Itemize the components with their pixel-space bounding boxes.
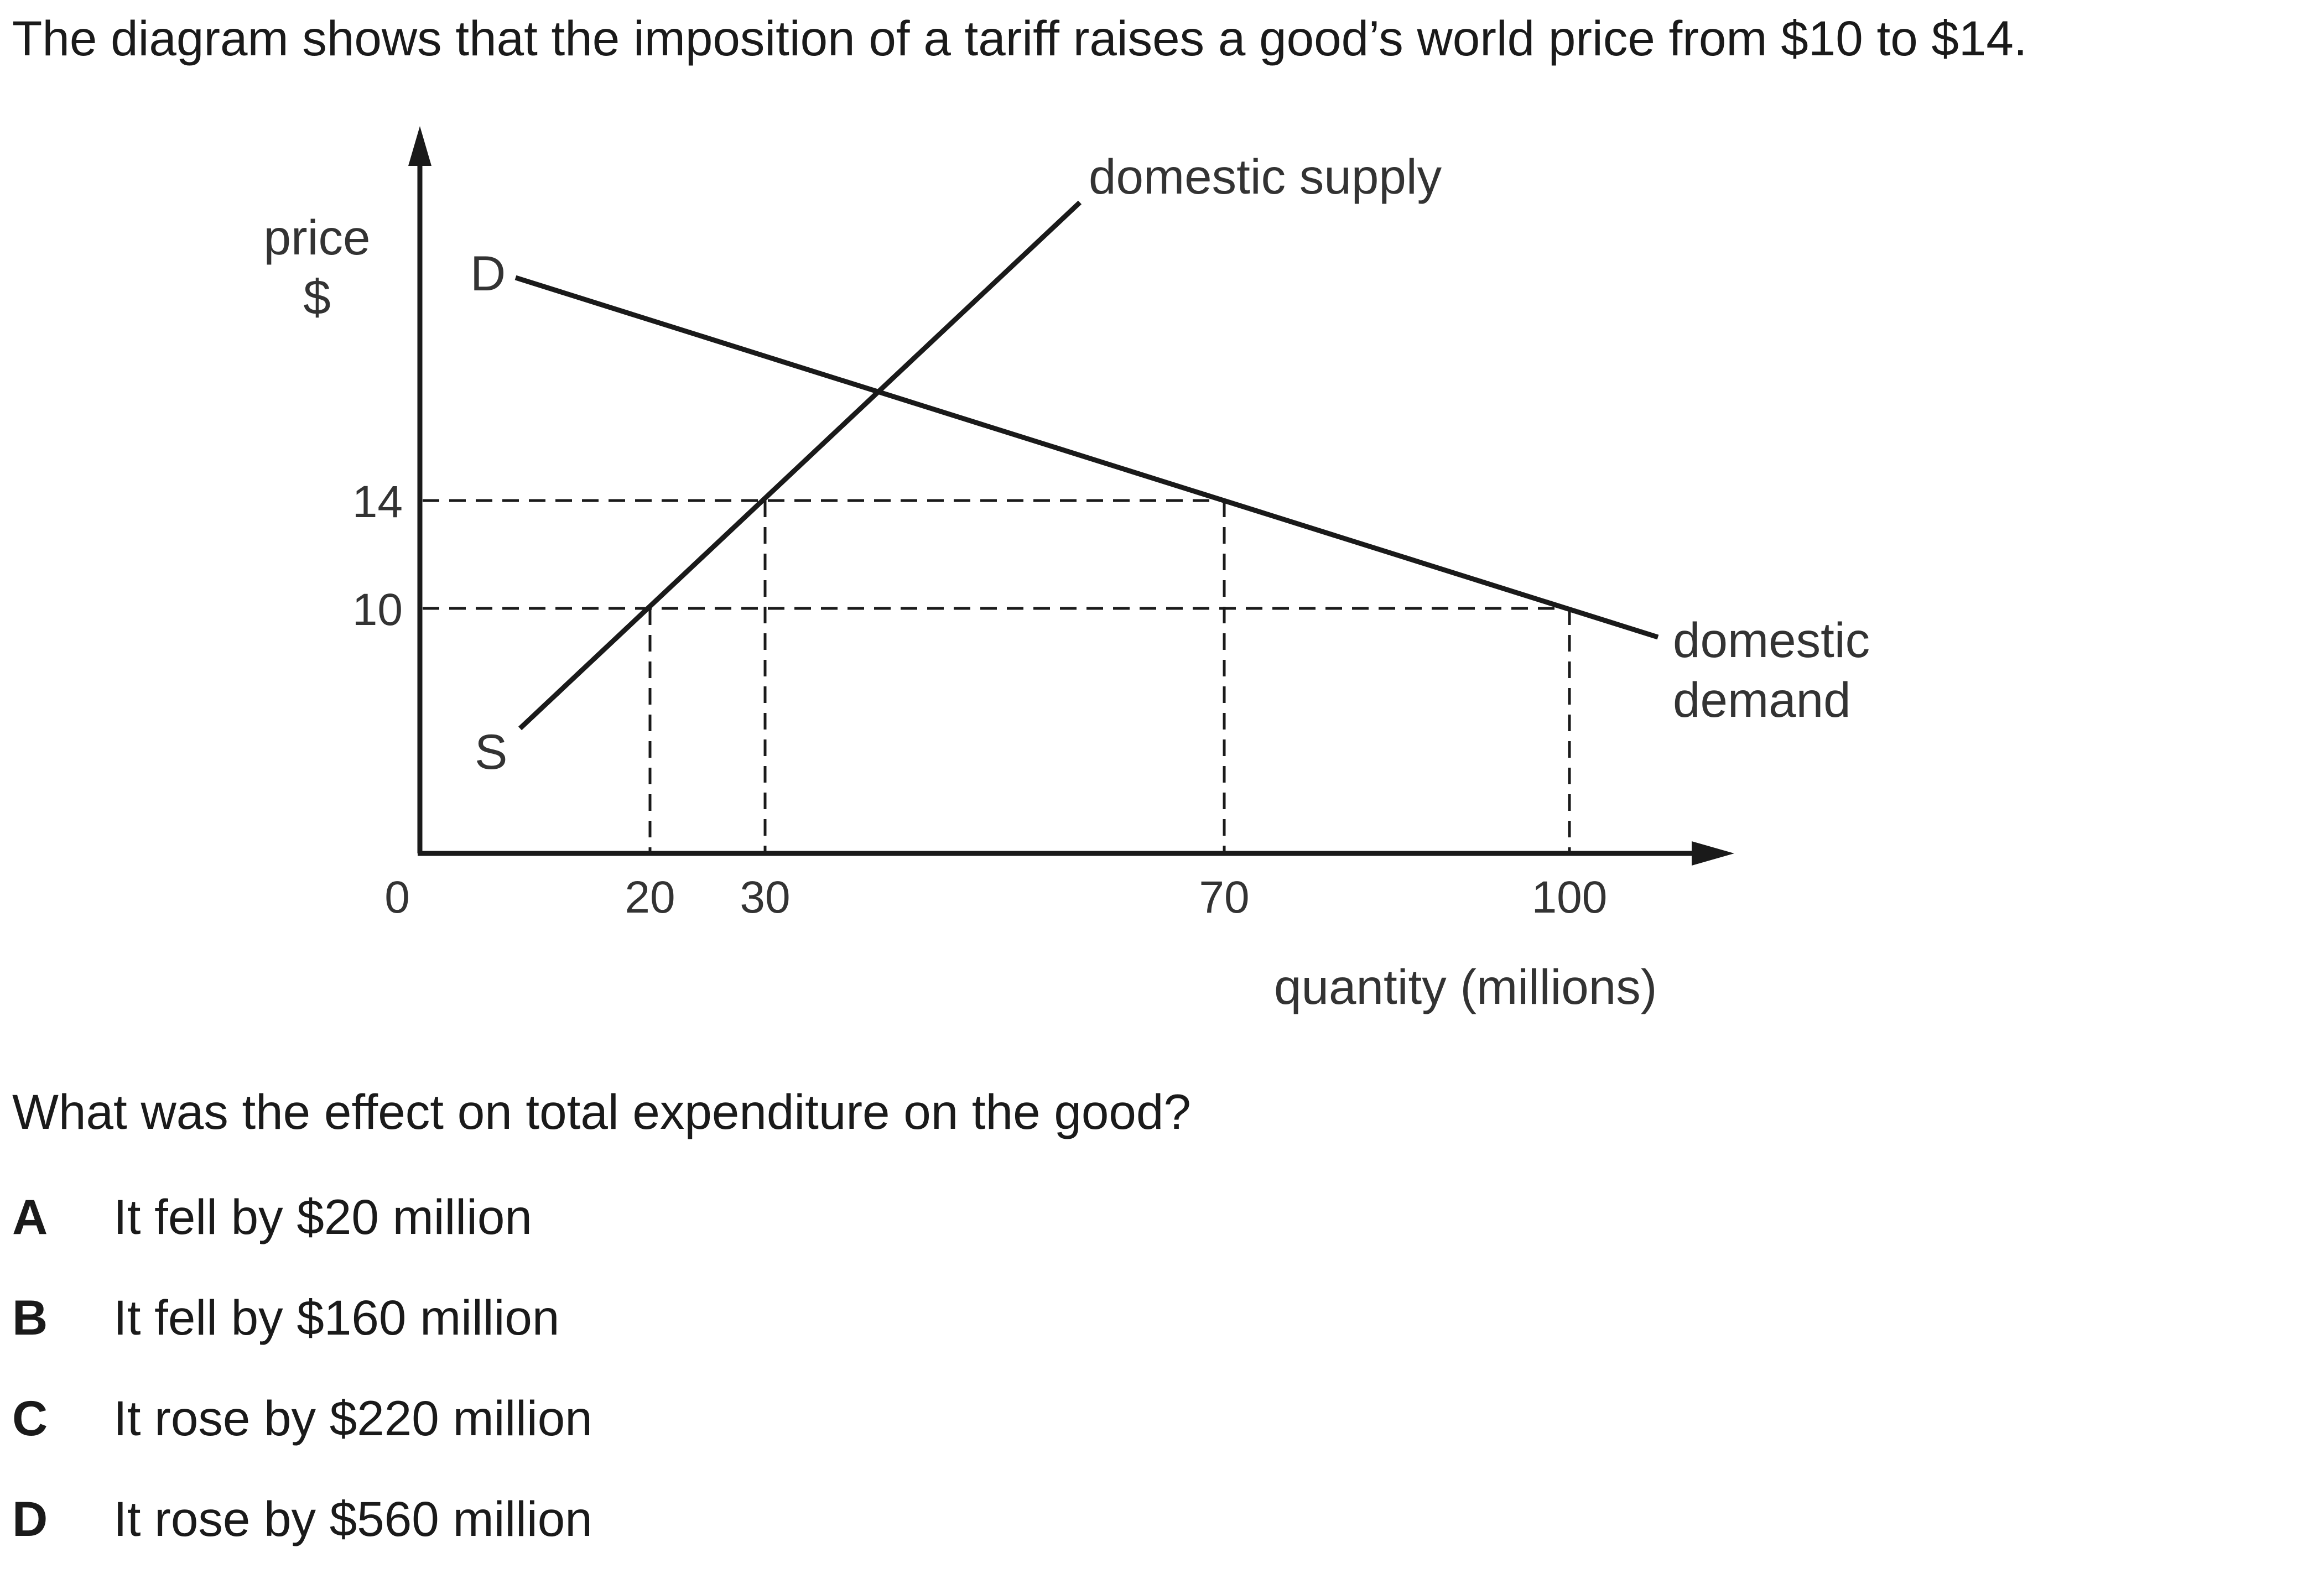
option-a-letter: A [12, 1189, 48, 1244]
option-b-text: It fell by $160 million [113, 1290, 560, 1345]
option-c-letter: C [12, 1390, 48, 1446]
demand-curve-start-label: D [470, 246, 506, 301]
demand-curve-label-line1: domestic [1673, 612, 1870, 668]
x-axis-arrowhead [1692, 841, 1734, 866]
option-a-text: It fell by $20 million [113, 1189, 532, 1244]
option-c-text: It rose by $220 million [113, 1390, 592, 1446]
question-intro: The diagram shows that the imposition of… [12, 11, 2027, 66]
x-tick-20: 20 [625, 872, 675, 923]
x-axis-label: quantity (millions) [1274, 959, 1657, 1014]
y-axis-arrowhead [408, 126, 431, 166]
option-d-letter: D [12, 1491, 48, 1546]
supply-curve-start-label: S [475, 724, 507, 779]
option-d-text: It rose by $560 million [113, 1491, 592, 1546]
domestic-demand-curve [514, 275, 1659, 640]
question-stem: What was the effect on total expenditure… [12, 1084, 1191, 1139]
y-axis-label-price: price [264, 210, 371, 265]
origin-label: 0 [384, 872, 410, 923]
y-tick-14: 14 [352, 477, 403, 527]
y-axis-label-dollar: $ [303, 269, 331, 325]
y-tick-10: 10 [352, 585, 403, 635]
supply-demand-diagram: price $ 14 10 0 20 30 70 100 quantity (m… [264, 126, 1870, 1014]
option-b-letter: B [12, 1290, 48, 1345]
x-tick-100: 100 [1532, 872, 1608, 923]
domestic-supply-curve [518, 200, 1082, 731]
x-tick-70: 70 [1199, 872, 1249, 923]
supply-curve-label: domestic supply [1089, 149, 1442, 204]
x-tick-30: 30 [740, 872, 790, 923]
demand-curve-label-line2: demand [1673, 672, 1851, 727]
